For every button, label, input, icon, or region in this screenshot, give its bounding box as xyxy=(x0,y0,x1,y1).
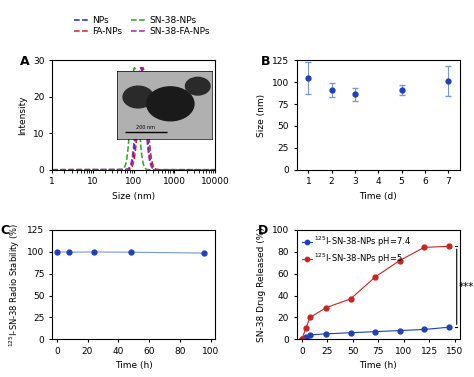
$^{125}$I-SN-38-NPs pH=5 xyxy=(307,315,313,320)
X-axis label: Time (h): Time (h) xyxy=(359,362,397,371)
$^{125}$I-SN-38-NPs pH=7.4 xyxy=(299,337,305,342)
Y-axis label: $^{125}$I-SN-38 Radio Stability (%): $^{125}$I-SN-38 Radio Stability (%) xyxy=(7,222,22,346)
X-axis label: Size (nm): Size (nm) xyxy=(112,192,155,201)
Line: $^{125}$I-SN-38-NPs pH=7.4: $^{125}$I-SN-38-NPs pH=7.4 xyxy=(300,325,451,342)
$^{125}$I-SN-38-NPs pH=5 xyxy=(397,258,402,263)
$^{125}$I-SN-38-NPs pH=7.4 xyxy=(348,331,354,335)
$^{125}$I-SN-38-NPs pH=5 xyxy=(348,297,354,301)
X-axis label: Time (h): Time (h) xyxy=(115,362,153,371)
$^{125}$I-SN-38-NPs pH=5 xyxy=(303,326,309,331)
$^{125}$I-SN-38-NPs pH=7.4 xyxy=(373,329,378,334)
X-axis label: Time (d): Time (d) xyxy=(359,192,397,201)
Text: ***: *** xyxy=(458,282,474,292)
Text: A: A xyxy=(19,55,29,68)
$^{125}$I-SN-38-NPs pH=5 xyxy=(421,245,427,250)
Text: C: C xyxy=(0,224,9,238)
Text: D: D xyxy=(257,224,268,238)
$^{125}$I-SN-38-NPs pH=7.4 xyxy=(303,335,309,339)
$^{125}$I-SN-38-NPs pH=5 xyxy=(446,244,451,248)
Legend: NPs, FA-NPs, SN-38-NPs, SN-38-FA-NPs: NPs, FA-NPs, SN-38-NPs, SN-38-FA-NPs xyxy=(71,12,214,40)
$^{125}$I-SN-38-NPs pH=7.4 xyxy=(323,331,329,336)
$^{125}$I-SN-38-NPs pH=7.4 xyxy=(397,328,402,333)
$^{125}$I-SN-38-NPs pH=5 xyxy=(373,275,378,279)
Y-axis label: Size (nm): Size (nm) xyxy=(257,93,266,136)
Legend: $^{125}$I-SN-38-NPs pH=7.4, $^{125}$I-SN-38-NPs pH=5: $^{125}$I-SN-38-NPs pH=7.4, $^{125}$I-SN… xyxy=(301,234,412,267)
$^{125}$I-SN-38-NPs pH=7.4 xyxy=(446,325,451,329)
Y-axis label: SN-38 Drug Released (%): SN-38 Drug Released (%) xyxy=(257,227,266,342)
Text: B: B xyxy=(261,55,270,68)
$^{125}$I-SN-38-NPs pH=7.4 xyxy=(307,333,313,337)
$^{125}$I-SN-38-NPs pH=5 xyxy=(323,305,329,310)
Line: $^{125}$I-SN-38-NPs pH=5: $^{125}$I-SN-38-NPs pH=5 xyxy=(300,244,451,342)
$^{125}$I-SN-38-NPs pH=5 xyxy=(299,337,305,342)
$^{125}$I-SN-38-NPs pH=7.4 xyxy=(421,327,427,332)
Y-axis label: Intensity: Intensity xyxy=(18,95,27,135)
